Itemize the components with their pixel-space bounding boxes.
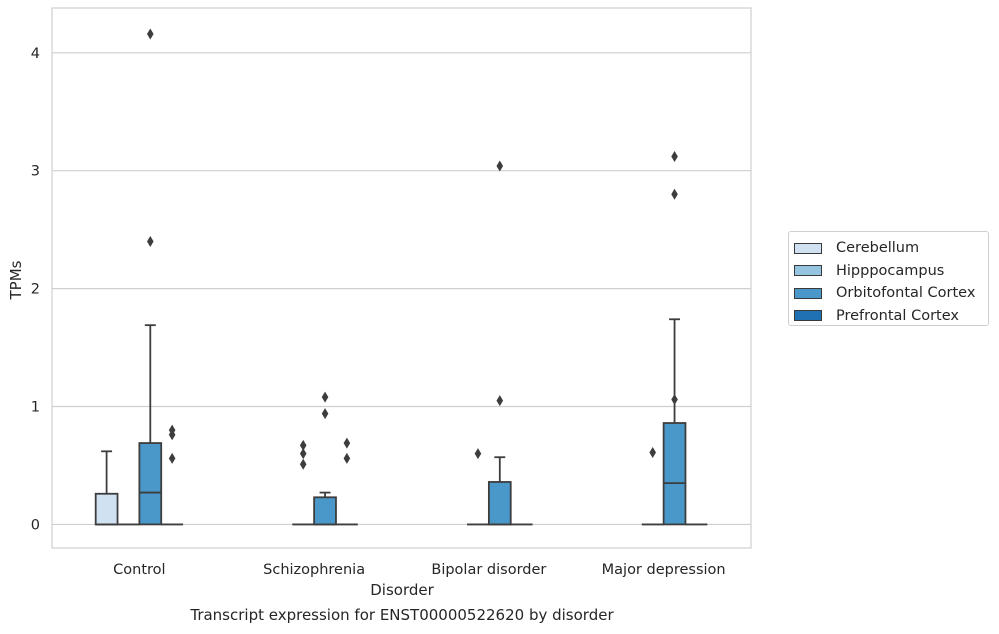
outlier-point	[299, 439, 307, 451]
legend-swatch	[794, 242, 822, 254]
x-tick-label: Schizophrenia	[263, 562, 365, 578]
box-body	[138, 442, 163, 526]
y-tick-label: 1	[31, 400, 40, 416]
y-tick-label: 2	[31, 282, 40, 298]
x-tick-label: Major depression	[602, 562, 726, 578]
legend-item: Orbitofontal Cortex	[794, 282, 988, 305]
box-cerebellum	[94, 450, 119, 526]
outlier-point	[671, 151, 678, 163]
outlier-point	[496, 395, 504, 407]
outlier-point	[321, 391, 329, 403]
box-orbitofontal-cortex	[138, 324, 163, 526]
outlier-point	[671, 188, 678, 200]
outlier-point	[343, 437, 351, 449]
legend-label: Cerebellum	[836, 240, 920, 257]
outlier-point	[321, 408, 329, 420]
legend-swatch	[794, 310, 822, 322]
box-body	[313, 496, 337, 526]
outlier-point	[343, 452, 351, 464]
legend-label: Hipppocampus	[836, 262, 945, 279]
y-tick-label: 4	[31, 46, 40, 62]
x-tick-label: Control	[113, 562, 165, 578]
outlier-point	[146, 235, 154, 247]
outlier-point	[299, 458, 307, 470]
legend-swatch	[794, 265, 822, 277]
plot-area-frame	[51, 7, 752, 549]
outlier-point	[671, 393, 678, 405]
box-body	[94, 492, 119, 526]
outliers	[146, 28, 678, 470]
x-axis-label: Disorder	[370, 581, 434, 599]
legend-item: Hipppocampus	[794, 260, 988, 283]
outlier-point	[649, 446, 657, 458]
legend-item: Cerebellum	[794, 237, 988, 260]
outlier-point	[496, 160, 504, 172]
box-body	[487, 481, 512, 526]
outlier-point	[299, 448, 307, 460]
outlier-point	[168, 452, 176, 464]
y-tick-label: 3	[31, 164, 40, 180]
legend: Cerebellum Hipppocampus Orbitofontal Corte…	[788, 231, 989, 326]
outlier-point	[168, 424, 176, 436]
x-axis-ticks: Control Schizophrenia Bipolar disorder Majo…	[113, 562, 725, 578]
box-orbitofontal-cortex	[662, 318, 687, 526]
legend-swatch	[794, 287, 822, 299]
box-orbitofontal-cortex	[487, 456, 512, 526]
box-orbitofontal-cortex	[313, 491, 337, 526]
outlier-point	[146, 28, 154, 40]
legend-label: Prefrontal Cortex	[836, 307, 959, 324]
legend-item: Prefrontal Cortex	[794, 305, 988, 328]
box-body	[662, 422, 687, 526]
gridlines	[52, 52, 751, 526]
y-axis-label: TPMs	[7, 260, 25, 300]
y-tick-label: 0	[31, 517, 40, 533]
figure-caption: Transcript expression for ENST0000052262…	[190, 606, 614, 624]
box-series	[94, 318, 708, 526]
y-axis-ticks: 0 1 2 3 4	[31, 46, 40, 534]
x-tick-label: Bipolar disorder	[431, 562, 546, 578]
outlier-point	[474, 448, 482, 460]
legend-label: Orbitofontal Cortex	[836, 285, 976, 302]
